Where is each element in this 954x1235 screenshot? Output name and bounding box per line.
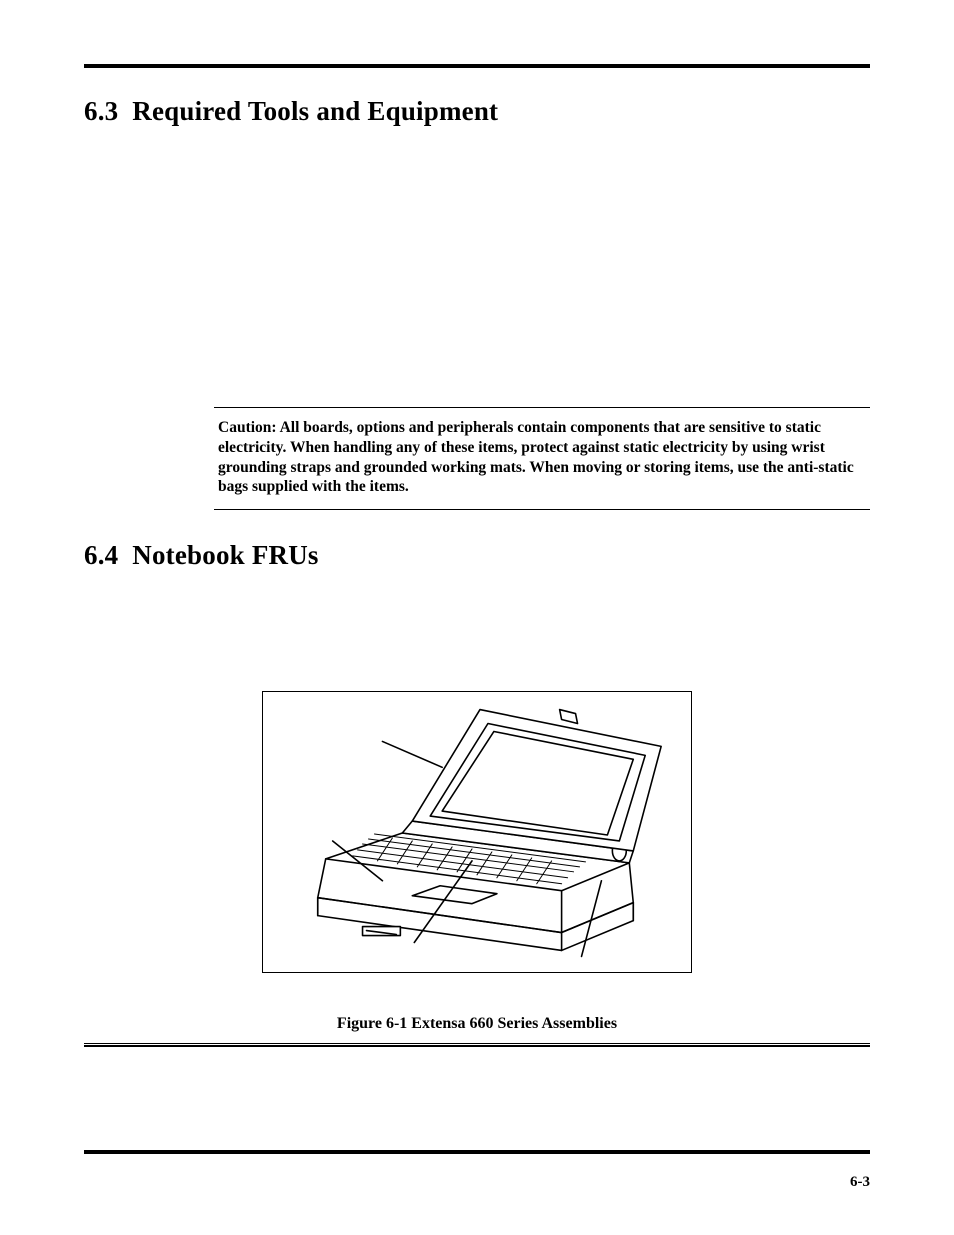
- caution-text: Caution: All boards, options and periphe…: [218, 418, 866, 497]
- notebook-line-art-icon: [263, 691, 691, 973]
- section-number: 6.3: [84, 96, 118, 126]
- top-horizontal-rule: [84, 64, 870, 68]
- caption-double-rule: [84, 1043, 870, 1047]
- caution-block: Caution: All boards, options and periphe…: [214, 407, 870, 510]
- section-title: Notebook FRUs: [132, 540, 318, 570]
- page-footer: 6-3: [84, 1150, 870, 1191]
- figure-caption: Figure 6-1 Extensa 660 Series Assemblies: [84, 1015, 870, 1033]
- figure-frame: [262, 691, 692, 973]
- figure-container: [84, 691, 870, 973]
- section-title: Required Tools and Equipment: [132, 96, 498, 126]
- section-heading-tools: 6.3 Required Tools and Equipment: [84, 96, 870, 127]
- section-heading-frus: 6.4 Notebook FRUs: [84, 540, 870, 571]
- page-number: 6-3: [84, 1174, 870, 1191]
- section-number: 6.4: [84, 540, 118, 570]
- manual-page: 6.3 Required Tools and Equipment Caution…: [0, 0, 954, 1235]
- footer-horizontal-rule: [84, 1150, 870, 1154]
